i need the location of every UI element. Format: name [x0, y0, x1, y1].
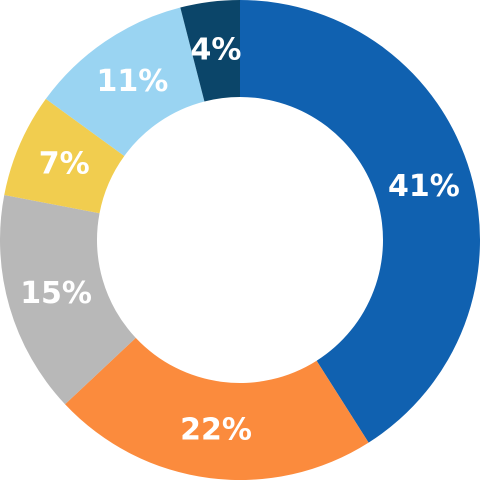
donut-slice: [45, 7, 205, 156]
data-label: 4%: [191, 33, 242, 68]
data-label: 11%: [96, 64, 168, 99]
donut-slice: [65, 337, 369, 480]
data-label: 41%: [388, 169, 460, 204]
donut-slice: [180, 0, 240, 102]
donut-slice: [240, 0, 480, 443]
data-label: 22%: [180, 412, 252, 447]
data-label: 7%: [39, 146, 90, 181]
donut-slice: [0, 195, 136, 405]
donut-slice: [4, 98, 125, 214]
data-label: 15%: [20, 276, 92, 311]
